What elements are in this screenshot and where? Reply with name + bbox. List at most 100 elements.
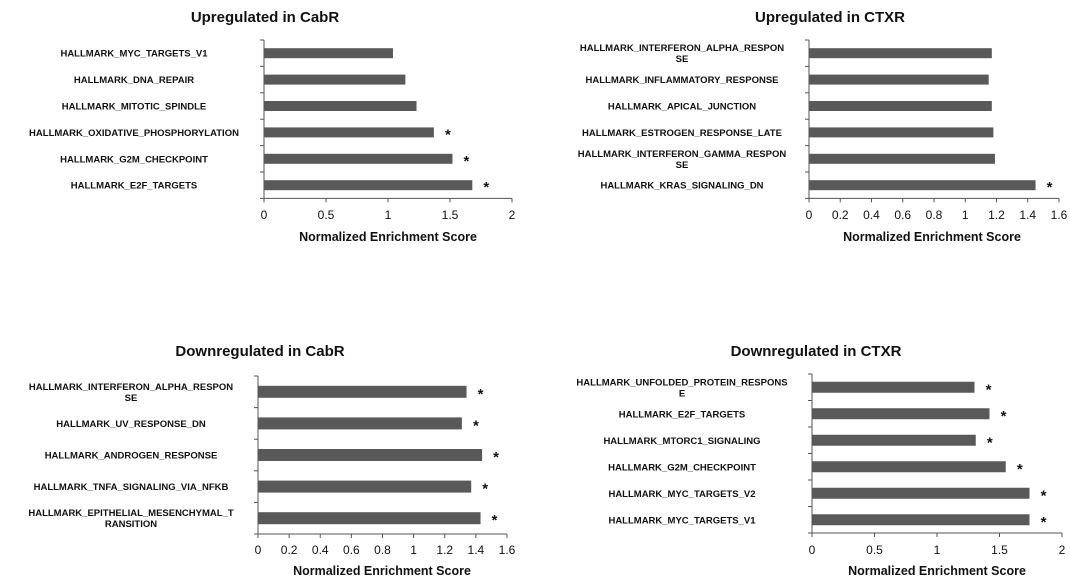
chart-2-category-label: HALLMARK_INTERFERON_ALPHA_RESPON	[580, 43, 784, 54]
chart-1-x-tick-label: 2	[509, 208, 516, 222]
chart-4-significance-star: *	[987, 434, 993, 451]
chart-4-category-label: HALLMARK_MYC_TARGETS_V1	[608, 515, 756, 526]
chart-1-x-tick-label: 1	[385, 208, 392, 222]
chart-4-x-tick-label: 1	[934, 543, 941, 557]
chart-1-category-label: HALLMARK_E2F_TARGETS	[71, 181, 198, 192]
chart-1-bar	[264, 180, 473, 191]
chart-3-bar	[258, 449, 483, 461]
chart-4-category-label: E	[679, 388, 685, 399]
chart-3-x-tick-label: 1.2	[436, 543, 453, 557]
chart-3-category-label: HALLMARK_EPITHELIAL_MESENCHYMAL_T	[28, 508, 234, 519]
chart-3-bar	[258, 480, 472, 493]
chart-1-x-tick-label: 1.5	[442, 208, 459, 222]
chart-2-bar	[809, 101, 992, 111]
chart-2-x-tick-label: 0.8	[926, 208, 943, 222]
chart-4-significance-star: *	[1001, 408, 1007, 425]
chart-3-category-label: RANSITION	[105, 519, 157, 530]
chart-1-category-label: HALLMARK_MYC_TARGETS_V1	[60, 49, 208, 60]
chart-3-x-tick-label: 0.2	[281, 543, 298, 557]
chart-3-category-label: HALLMARK_ANDROGEN_RESPONSE	[45, 451, 218, 462]
chart-3-x-tick-label: 1.4	[468, 543, 485, 557]
chart-4-category-label: HALLMARK_E2F_TARGETS	[619, 409, 746, 420]
chart-2-bar	[809, 180, 1036, 191]
chart-2-x-tick-label: 0.2	[832, 208, 849, 222]
chart-1-title: Upregulated in CabR	[191, 9, 340, 26]
chart-3-x-tick-label: 1.6	[499, 543, 516, 557]
chart-2-x-tick-label: 0.6	[894, 208, 911, 222]
chart-3-category-label: HALLMARK_TNFA_SIGNALING_VIA_NFKB	[34, 482, 229, 493]
chart-4-x-axis-label: Normalized Enrichment Score	[848, 564, 1026, 578]
chart-2-x-tick-label: 1.2	[988, 208, 1005, 222]
chart-3-significance-star: *	[478, 386, 484, 403]
chart-2-x-tick-label: 1.4	[1019, 208, 1036, 222]
chart-4-bar	[812, 514, 1030, 526]
chart-3-x-tick-label: 0.8	[374, 543, 391, 557]
chart-4-category-label: HALLMARK_UNFOLDED_PROTEIN_RESPONS	[576, 377, 787, 388]
chart-3-category-label: HALLMARK_UV_RESPONSE_DN	[56, 419, 206, 430]
chart-2-x-tick-label: 1	[962, 208, 969, 222]
chart-2-category-label: SE	[676, 54, 689, 65]
chart-4-x-tick-label: 0.5	[866, 543, 883, 557]
chart-2-bar	[809, 153, 995, 164]
chart-3-category-label: SE	[125, 393, 138, 404]
chart-4-x-tick-label: 0	[809, 543, 816, 557]
chart-3-x-tick-label: 0.6	[343, 543, 360, 557]
chart-2-x-axis-label: Normalized Enrichment Score	[843, 230, 1021, 244]
chart-3-significance-star: *	[482, 481, 488, 498]
chart-2-category-label: HALLMARK_INTERFERON_GAMMA_RESPON	[578, 149, 787, 160]
chart-4-bar	[812, 381, 975, 393]
chart-3-title: Downregulated in CabR	[175, 343, 344, 360]
chart-2-category-label: SE	[676, 160, 689, 171]
chart-3-x-tick-label: 0.4	[312, 543, 329, 557]
chart-4-bar	[812, 461, 1006, 473]
chart-1-x-axis-label: Normalized Enrichment Score	[299, 230, 477, 244]
chart-4-title: Downregulated in CTXR	[731, 343, 902, 360]
chart-4-category-label: HALLMARK_G2M_CHECKPOINT	[608, 462, 756, 473]
chart-1-significance-star: *	[483, 179, 489, 196]
chart-3-significance-star: *	[493, 449, 499, 466]
chart-2-category-label: HALLMARK_INFLAMMATORY_RESPONSE	[586, 75, 779, 86]
chart-1-significance-star: *	[464, 153, 470, 170]
chart-4-bar	[812, 434, 976, 446]
chart-3-significance-star: *	[473, 417, 479, 434]
chart-2-x-tick-label: 1.6	[1051, 208, 1068, 222]
chart-1-bar	[264, 74, 406, 85]
chart-2-x-tick-label: 0	[806, 208, 813, 222]
chart-1-bar	[264, 48, 393, 59]
chart-4-significance-star: *	[986, 381, 992, 398]
chart-3-bar	[258, 385, 467, 398]
chart-3-bar	[258, 512, 481, 525]
chart-4-category-label: HALLMARK_MYC_TARGETS_V2	[608, 489, 755, 500]
chart-1-bar	[264, 153, 453, 164]
chart-2-significance-star: *	[1047, 179, 1053, 196]
chart-4-x-tick-label: 1.5	[991, 543, 1008, 557]
chart-4-significance-star: *	[1017, 461, 1023, 478]
chart-3-bar	[258, 417, 462, 430]
chart-3-x-tick-label: 1	[410, 543, 417, 557]
chart-2-category-label: HALLMARK_KRAS_SIGNALING_DN	[600, 181, 763, 192]
chart-2-category-label: HALLMARK_APICAL_JUNCTION	[608, 102, 756, 113]
chart-2-bar	[809, 48, 992, 59]
chart-3-x-tick-label: 0	[255, 543, 262, 557]
chart-4-category-label: HALLMARK_MTORC1_SIGNALING	[603, 436, 760, 447]
chart-3-category-label: HALLMARK_INTERFERON_ALPHA_RESPON	[29, 382, 233, 393]
chart-4-significance-star: *	[1041, 487, 1047, 504]
chart-1-category-label: HALLMARK_OXIDATIVE_PHOSPHORYLATION	[29, 128, 239, 139]
chart-1-x-tick-label: 0.5	[318, 208, 335, 222]
chart-1-bar	[264, 127, 434, 138]
chart-1-bar	[264, 101, 417, 111]
chart-4-bar	[812, 408, 990, 420]
chart-2-bar	[809, 74, 989, 85]
chart-3-x-axis-label: Normalized Enrichment Score	[293, 564, 471, 578]
chart-1-category-label: HALLMARK_G2M_CHECKPOINT	[60, 154, 208, 165]
chart-3-significance-star: *	[492, 512, 498, 529]
chart-2-bar	[809, 127, 994, 138]
chart-2-category-label: HALLMARK_ESTROGEN_RESPONSE_LATE	[582, 128, 782, 139]
chart-1-x-tick-label: 0	[261, 208, 268, 222]
chart-2-x-tick-label: 0.4	[863, 208, 880, 222]
chart-4-bar	[812, 487, 1030, 499]
chart-1-category-label: HALLMARK_DNA_REPAIR	[74, 75, 194, 86]
chart-4-significance-star: *	[1041, 514, 1047, 531]
chart-1-significance-star: *	[445, 126, 451, 143]
